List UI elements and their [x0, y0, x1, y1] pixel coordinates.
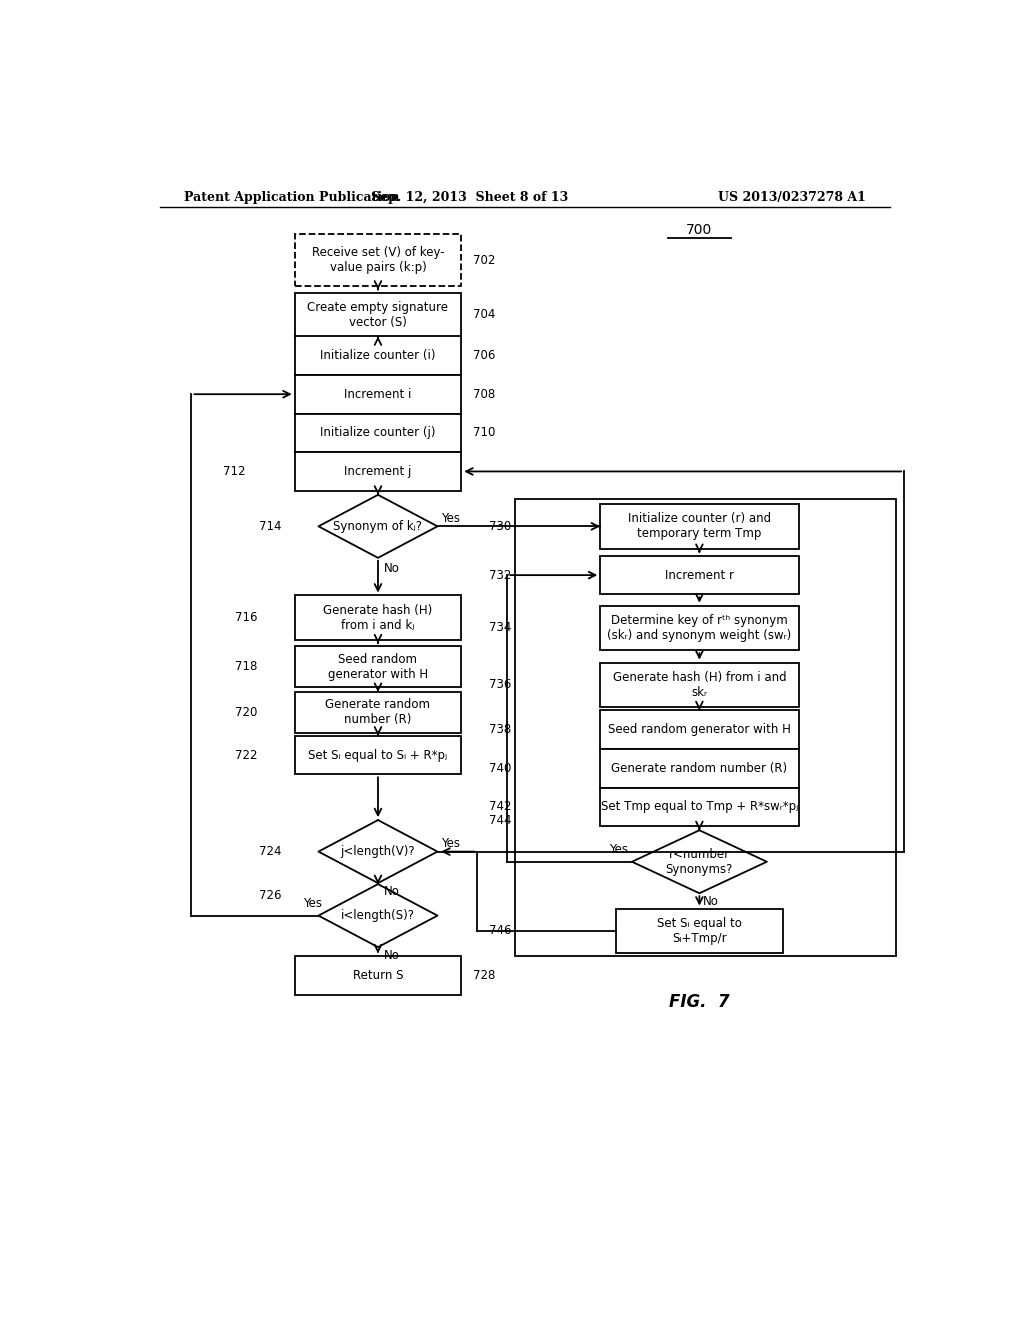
- Text: 716: 716: [236, 611, 258, 624]
- Text: 700: 700: [686, 223, 713, 236]
- Text: Yes: Yes: [303, 896, 323, 909]
- Text: 734: 734: [488, 622, 511, 635]
- Polygon shape: [318, 495, 437, 558]
- Text: Set Sᵢ equal to
Sᵢ+Tmp/r: Set Sᵢ equal to Sᵢ+Tmp/r: [657, 917, 741, 945]
- Text: 706: 706: [473, 348, 496, 362]
- Text: No: No: [384, 561, 400, 574]
- FancyBboxPatch shape: [600, 556, 799, 594]
- Text: US 2013/0237278 A1: US 2013/0237278 A1: [718, 190, 866, 203]
- FancyBboxPatch shape: [295, 647, 462, 686]
- FancyBboxPatch shape: [295, 375, 462, 413]
- Text: 704: 704: [473, 309, 496, 322]
- FancyBboxPatch shape: [295, 413, 462, 453]
- FancyBboxPatch shape: [295, 234, 462, 286]
- Text: 742: 742: [488, 800, 511, 813]
- Text: r<number
Synonyms?: r<number Synonyms?: [666, 847, 733, 875]
- FancyBboxPatch shape: [295, 293, 462, 338]
- Text: Increment r: Increment r: [665, 569, 734, 582]
- FancyBboxPatch shape: [600, 748, 799, 788]
- Text: i<length(S)?: i<length(S)?: [341, 909, 415, 923]
- Polygon shape: [318, 820, 437, 883]
- Text: 730: 730: [489, 520, 511, 533]
- Text: 718: 718: [236, 660, 257, 673]
- Text: j<length(V)?: j<length(V)?: [341, 845, 416, 858]
- Text: 708: 708: [473, 388, 496, 401]
- FancyBboxPatch shape: [600, 663, 799, 708]
- Text: Set Sᵢ equal to Sᵢ + R*pⱼ: Set Sᵢ equal to Sᵢ + R*pⱼ: [308, 748, 447, 762]
- Text: Initialize counter (i): Initialize counter (i): [321, 348, 436, 362]
- Text: Create empty signature
vector (S): Create empty signature vector (S): [307, 301, 449, 329]
- FancyBboxPatch shape: [600, 788, 799, 826]
- FancyBboxPatch shape: [600, 504, 799, 549]
- Text: Generate random number (R): Generate random number (R): [611, 762, 787, 775]
- Text: 720: 720: [236, 706, 257, 719]
- FancyBboxPatch shape: [295, 453, 462, 491]
- Text: FIG.  7: FIG. 7: [669, 993, 730, 1011]
- Text: Seed random
generator with H: Seed random generator with H: [328, 652, 428, 681]
- Text: Receive set (V) of key-
value pairs (k:p): Receive set (V) of key- value pairs (k:p…: [311, 246, 444, 275]
- Text: Return S: Return S: [352, 969, 403, 982]
- Text: Set Tmp equal to Tmp + R*swᵣ*pⱼ: Set Tmp equal to Tmp + R*swᵣ*pⱼ: [601, 800, 798, 813]
- Text: Initialize counter (j): Initialize counter (j): [321, 426, 436, 440]
- Text: Seed random generator with H: Seed random generator with H: [608, 723, 791, 737]
- Text: 732: 732: [488, 569, 511, 582]
- Text: Generate hash (H)
from i and kⱼ: Generate hash (H) from i and kⱼ: [324, 603, 432, 632]
- Text: 714: 714: [259, 520, 282, 533]
- Text: Sep. 12, 2013  Sheet 8 of 13: Sep. 12, 2013 Sheet 8 of 13: [371, 190, 568, 203]
- FancyBboxPatch shape: [295, 735, 462, 775]
- Text: Yes: Yes: [441, 512, 461, 525]
- Polygon shape: [318, 884, 437, 948]
- Text: 740: 740: [488, 762, 511, 775]
- Text: Yes: Yes: [609, 843, 628, 857]
- Text: 710: 710: [473, 426, 496, 440]
- Text: Increment i: Increment i: [344, 388, 412, 401]
- Text: 702: 702: [473, 253, 496, 267]
- Text: Patent Application Publication: Patent Application Publication: [183, 190, 399, 203]
- Text: No: No: [384, 949, 400, 962]
- Text: 728: 728: [473, 969, 496, 982]
- FancyBboxPatch shape: [295, 595, 462, 640]
- Text: 724: 724: [259, 845, 282, 858]
- Text: No: No: [703, 895, 719, 908]
- FancyBboxPatch shape: [295, 337, 462, 375]
- FancyBboxPatch shape: [600, 710, 799, 748]
- Text: No: No: [384, 884, 400, 898]
- Text: Yes: Yes: [441, 837, 461, 850]
- Text: 722: 722: [236, 748, 258, 762]
- Text: Generate hash (H) from i and
skᵣ: Generate hash (H) from i and skᵣ: [612, 671, 786, 698]
- Text: Generate random
number (R): Generate random number (R): [326, 698, 430, 726]
- FancyBboxPatch shape: [295, 956, 462, 995]
- Text: 726: 726: [259, 888, 282, 902]
- FancyBboxPatch shape: [295, 692, 462, 733]
- Text: 744: 744: [488, 813, 511, 826]
- Text: 712: 712: [223, 465, 246, 478]
- Text: 746: 746: [488, 924, 511, 937]
- Text: Determine key of rᵗʰ synonym
(skᵣ) and synonym weight (swᵣ): Determine key of rᵗʰ synonym (skᵣ) and s…: [607, 614, 792, 642]
- Text: 736: 736: [488, 678, 511, 692]
- FancyBboxPatch shape: [600, 606, 799, 651]
- Text: 738: 738: [489, 723, 511, 737]
- FancyBboxPatch shape: [616, 908, 782, 953]
- Text: Increment j: Increment j: [344, 465, 412, 478]
- Polygon shape: [632, 830, 767, 894]
- Text: Synonym of kⱼ?: Synonym of kⱼ?: [334, 520, 423, 533]
- Text: Initialize counter (r) and
temporary term Tmp: Initialize counter (r) and temporary ter…: [628, 512, 771, 540]
